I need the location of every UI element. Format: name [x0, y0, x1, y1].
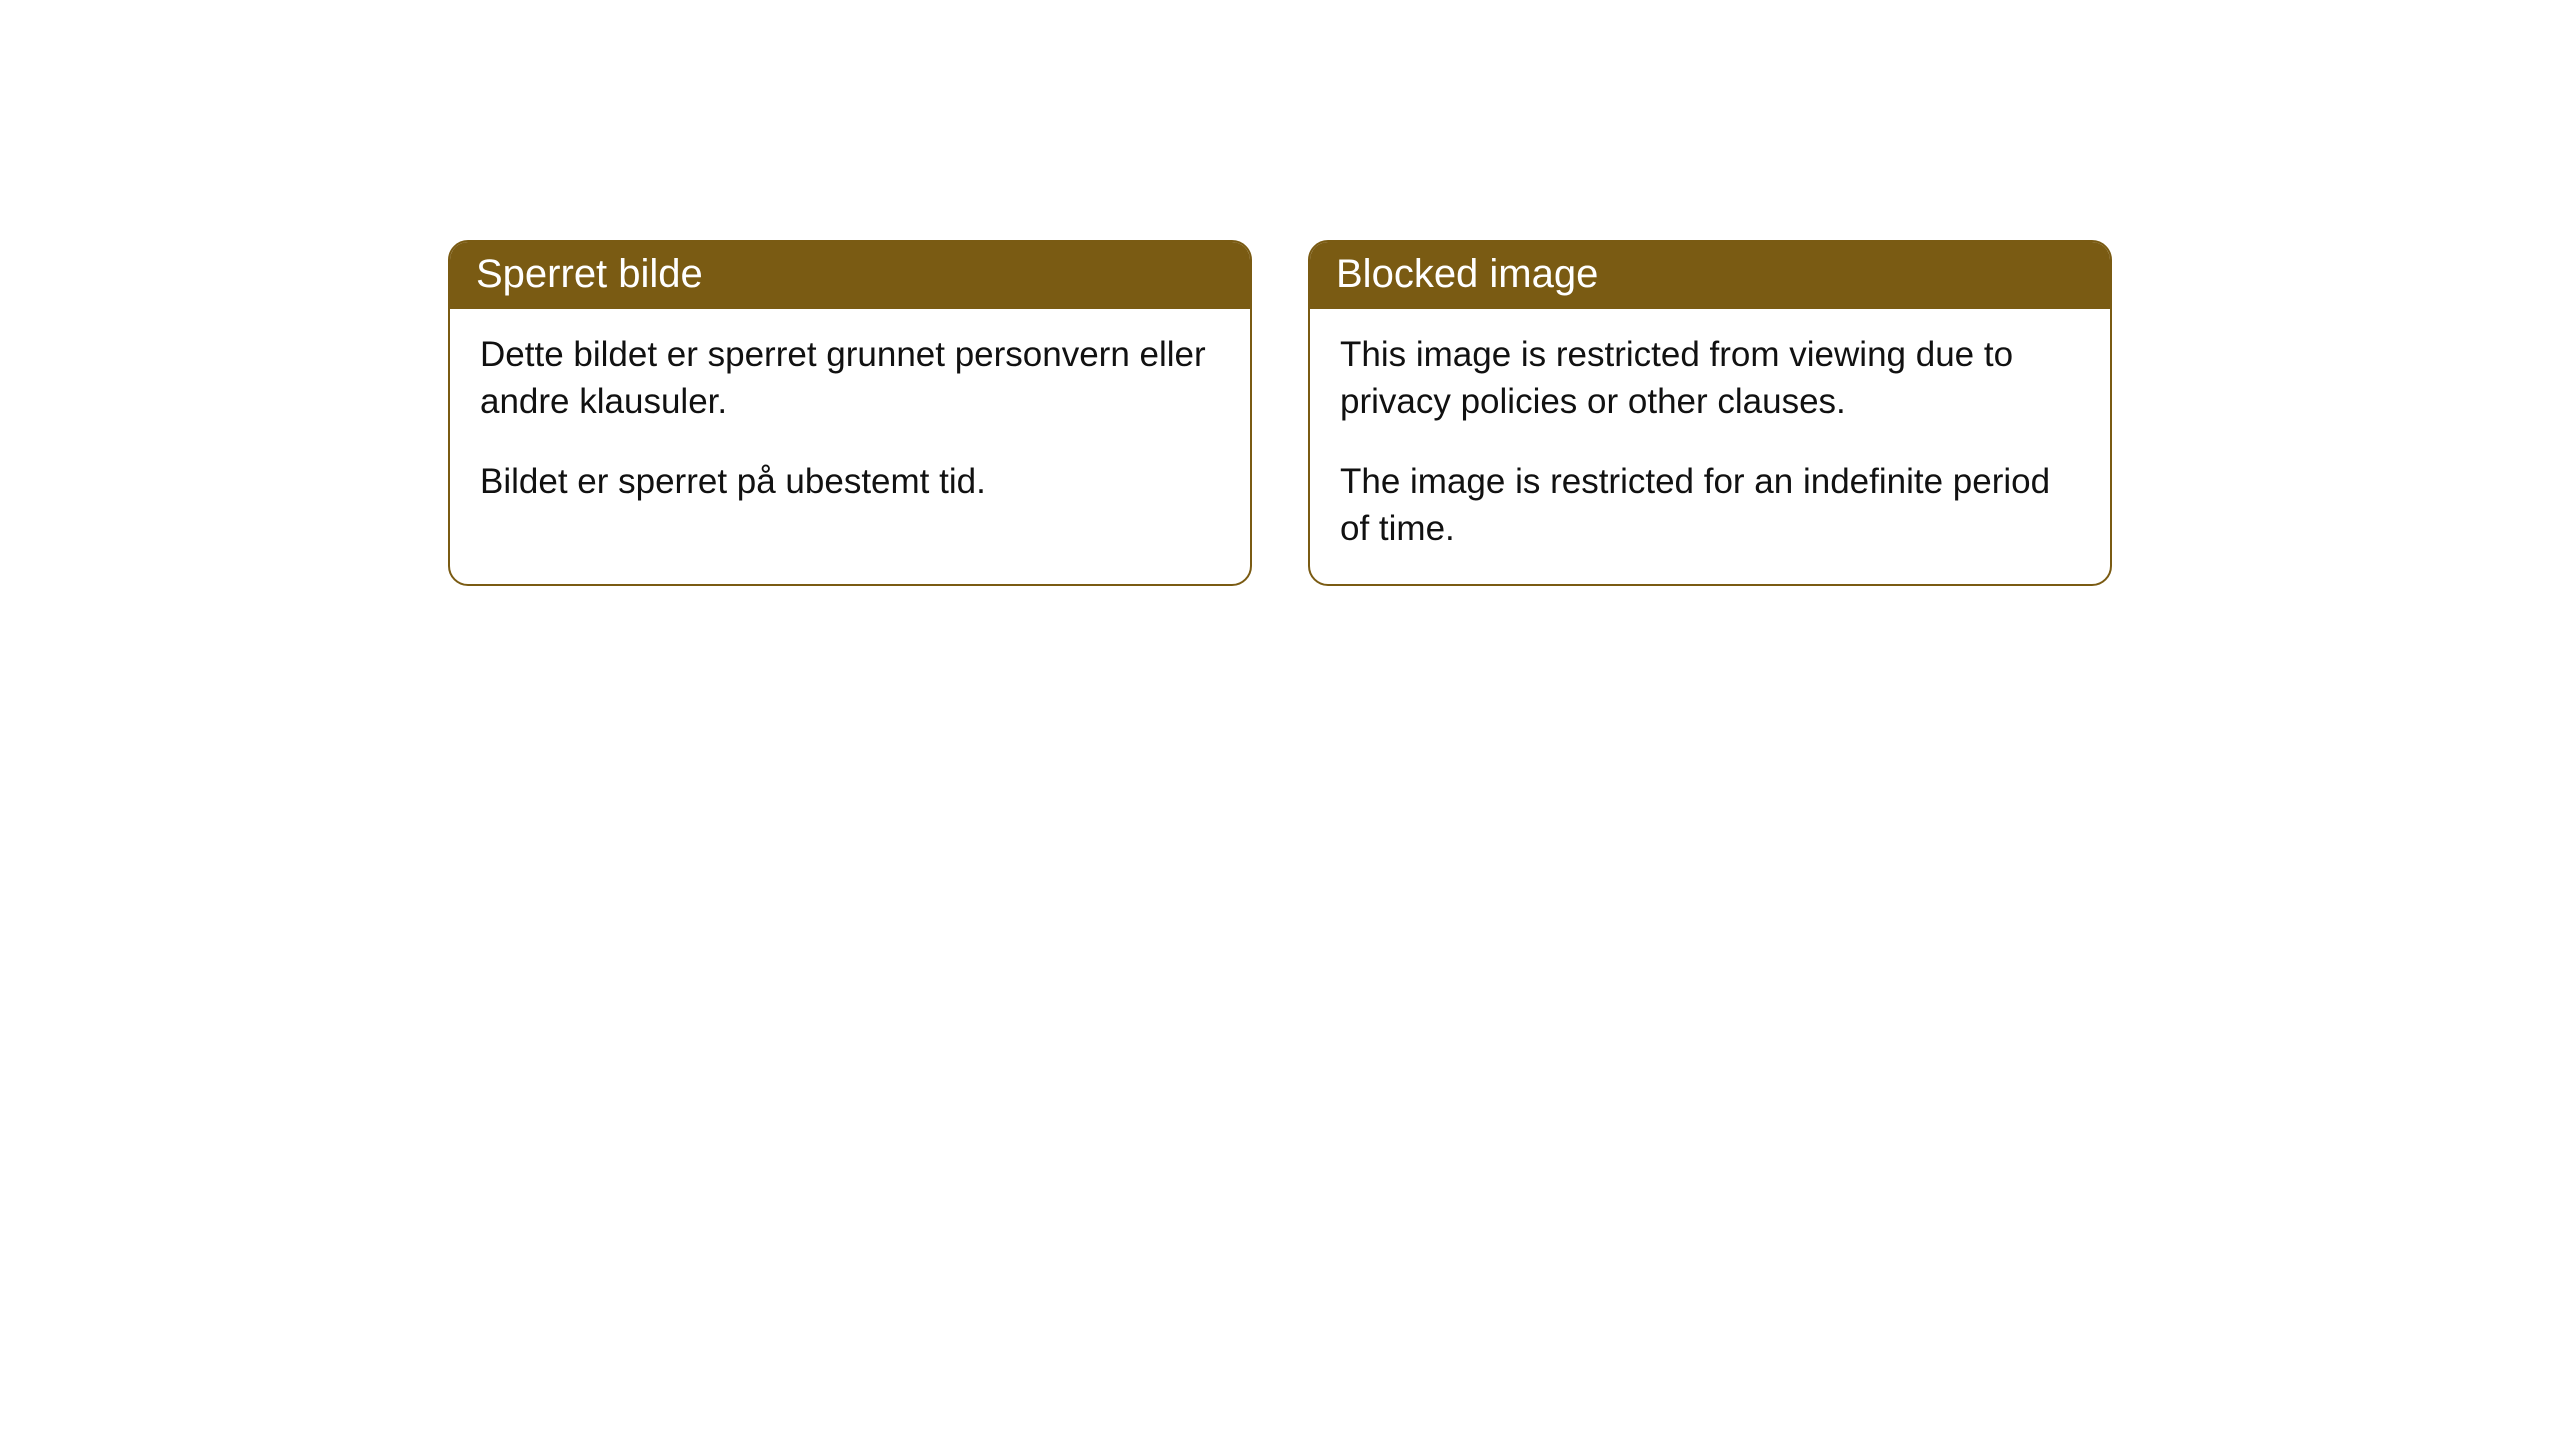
card-paragraph: Dette bildet er sperret grunnet personve…	[480, 331, 1220, 426]
card-paragraph: This image is restricted from viewing du…	[1340, 331, 2080, 426]
card-body: This image is restricted from viewing du…	[1310, 309, 2110, 584]
cards-container: Sperret bilde Dette bildet er sperret gr…	[0, 0, 2560, 586]
card-header: Blocked image	[1310, 242, 2110, 309]
card-paragraph: The image is restricted for an indefinit…	[1340, 458, 2080, 553]
card-body: Dette bildet er sperret grunnet personve…	[450, 309, 1250, 537]
card-paragraph: Bildet er sperret på ubestemt tid.	[480, 458, 1220, 505]
card-title: Sperret bilde	[476, 252, 703, 296]
card-header: Sperret bilde	[450, 242, 1250, 309]
blocked-image-card-en: Blocked image This image is restricted f…	[1308, 240, 2112, 586]
card-title: Blocked image	[1336, 252, 1598, 296]
blocked-image-card-no: Sperret bilde Dette bildet er sperret gr…	[448, 240, 1252, 586]
